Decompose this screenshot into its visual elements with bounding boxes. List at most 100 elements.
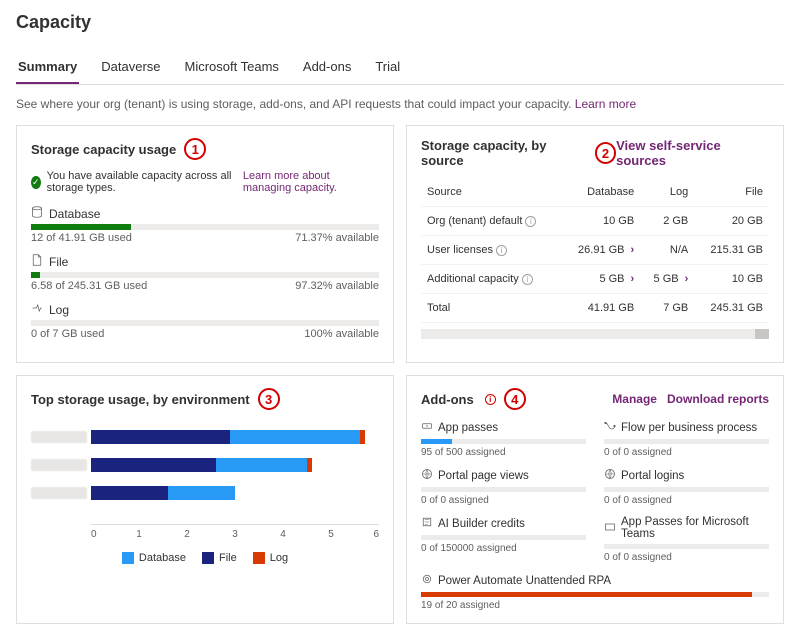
- axis-tick: 3: [211, 529, 259, 540]
- chart-row-label: [31, 487, 87, 499]
- chart-row-label: [31, 431, 87, 443]
- axis-tick: 2: [163, 529, 211, 540]
- addons-card: Add-ons i 4 Manage Download reports App p…: [406, 375, 784, 624]
- addon-text: 0 of 0 assigned: [604, 495, 769, 506]
- page-title: Capacity: [16, 12, 784, 33]
- chevron-right-icon[interactable]: ›: [631, 244, 635, 256]
- legend-swatch: [202, 552, 214, 564]
- addon-bar: [421, 592, 769, 597]
- self-service-link[interactable]: View self-service sources: [616, 138, 769, 168]
- rect-icon: [604, 521, 616, 536]
- db-icon: [31, 206, 43, 221]
- status-text: You have available capacity across all s…: [47, 170, 237, 194]
- chevron-right-icon[interactable]: ›: [685, 273, 689, 285]
- usage-log: Log 0 of 7 GB used100% available: [31, 302, 379, 340]
- addon-bar: [604, 487, 769, 492]
- tab-add-ons[interactable]: Add-ons: [301, 51, 353, 84]
- legend-item: File: [202, 552, 237, 564]
- chart-seg-db: [230, 430, 360, 444]
- info-icon[interactable]: i: [496, 245, 507, 256]
- chart-seg-log: [360, 430, 365, 444]
- axis-tick: 4: [259, 529, 307, 540]
- source-table: SourceDatabaseLogFile Org (tenant) defau…: [421, 178, 769, 323]
- file-icon: [31, 254, 43, 269]
- card2-title: Storage capacity, by source: [421, 138, 587, 168]
- manage-capacity-link[interactable]: Learn more about managing capacity.: [243, 170, 379, 194]
- addon-text: 0 of 150000 assigned: [421, 543, 586, 554]
- usage-bar: [31, 320, 379, 326]
- top-storage-card: Top storage usage, by environment 3 0123…: [16, 375, 394, 624]
- addon-ai-builder-credits: AI Builder credits 0 of 150000 assigned: [421, 516, 586, 563]
- download-reports-link[interactable]: Download reports: [667, 392, 769, 406]
- table-header: Log: [640, 178, 694, 207]
- annotation-3: 3: [258, 388, 280, 410]
- chart-bar-row: [31, 458, 379, 472]
- axis-tick: 1: [115, 529, 163, 540]
- check-icon: ✓: [31, 176, 41, 189]
- addon-portal-logins: Portal logins 0 of 0 assigned: [604, 468, 769, 506]
- page-description: See where your org (tenant) is using sto…: [16, 97, 784, 111]
- horizontal-scrollbar[interactable]: [421, 329, 769, 339]
- addon-app-passes-for-microsoft-teams: App Passes for Microsoft Teams 0 of 0 as…: [604, 516, 769, 563]
- chart-seg-file: [91, 458, 216, 472]
- usage-database: Database 12 of 41.91 GB used71.37% avail…: [31, 206, 379, 244]
- chart-bar-row: [31, 486, 379, 500]
- info-icon[interactable]: i: [522, 274, 533, 285]
- axis-tick: 0: [91, 529, 115, 540]
- table-header: Database: [561, 178, 640, 207]
- addon-app-passes: App passes 95 of 500 assigned: [421, 420, 586, 458]
- table-header: File: [694, 178, 769, 207]
- addon-flow-per-business-process: Flow per business process 0 of 0 assigne…: [604, 420, 769, 458]
- info-icon[interactable]: i: [525, 216, 536, 227]
- addon-bar: [604, 544, 769, 549]
- globe-icon: [604, 468, 616, 483]
- legend-item: Database: [122, 552, 186, 564]
- info-icon[interactable]: i: [485, 394, 496, 405]
- tab-summary[interactable]: Summary: [16, 51, 79, 84]
- legend-item: Log: [253, 552, 288, 564]
- addon-text: 0 of 0 assigned: [604, 447, 769, 458]
- annotation-1: 1: [184, 138, 206, 160]
- table-row: Total41.91 GB7 GB245.31 GB: [421, 294, 769, 323]
- addon-text: 0 of 0 assigned: [421, 495, 586, 506]
- tab-dataverse[interactable]: Dataverse: [99, 51, 162, 84]
- addon-portal-page-views: Portal page views 0 of 0 assigned: [421, 468, 586, 506]
- legend-swatch: [122, 552, 134, 564]
- table-row: Org (tenant) defaulti10 GB2 GB20 GB: [421, 207, 769, 236]
- tab-trial[interactable]: Trial: [373, 51, 402, 84]
- manage-link[interactable]: Manage: [612, 392, 657, 406]
- annotation-2: 2: [595, 142, 616, 164]
- chart-seg-file: [91, 430, 230, 444]
- ticket-icon: [421, 420, 433, 435]
- chart-row-label: [31, 459, 87, 471]
- card1-title: Storage capacity usage: [31, 142, 176, 157]
- usage-file: File 6.58 of 245.31 GB used97.32% availa…: [31, 254, 379, 292]
- chart-seg-file: [91, 486, 168, 500]
- legend-swatch: [253, 552, 265, 564]
- flow-icon: [604, 420, 616, 435]
- axis-tick: 6: [355, 529, 379, 540]
- table-row: Additional capacityi5 GB›5 GB›10 GB: [421, 265, 769, 294]
- addon-bar: [421, 487, 586, 492]
- chart-seg-db: [168, 486, 235, 500]
- chart-seg-log: [307, 458, 312, 472]
- storage-usage-card: Storage capacity usage 1 ✓ You have avai…: [16, 125, 394, 363]
- annotation-4: 4: [504, 388, 526, 410]
- chart-bar-row: [31, 430, 379, 444]
- card4-title: Add-ons: [421, 392, 474, 407]
- addon-bar: [421, 535, 586, 540]
- addon-text: 0 of 0 assigned: [604, 552, 769, 563]
- globe-icon: [421, 468, 433, 483]
- tab-microsoft-teams[interactable]: Microsoft Teams: [183, 51, 281, 84]
- table-row: User licensesi26.91 GB›N/A215.31 GB: [421, 236, 769, 265]
- addon-bar: [604, 439, 769, 444]
- chart-seg-db: [216, 458, 307, 472]
- addon-power-automate-unattended-rpa: Power Automate Unattended RPA 19 of 20 a…: [421, 573, 769, 611]
- log-icon: [31, 302, 43, 317]
- card3-title: Top storage usage, by environment: [31, 392, 250, 407]
- storage-by-source-card: Storage capacity, by source 2 View self-…: [406, 125, 784, 363]
- table-header: Source: [421, 178, 561, 207]
- rpa-icon: [421, 573, 433, 588]
- chevron-right-icon[interactable]: ›: [631, 273, 635, 285]
- learn-more-link[interactable]: Learn more: [575, 97, 636, 111]
